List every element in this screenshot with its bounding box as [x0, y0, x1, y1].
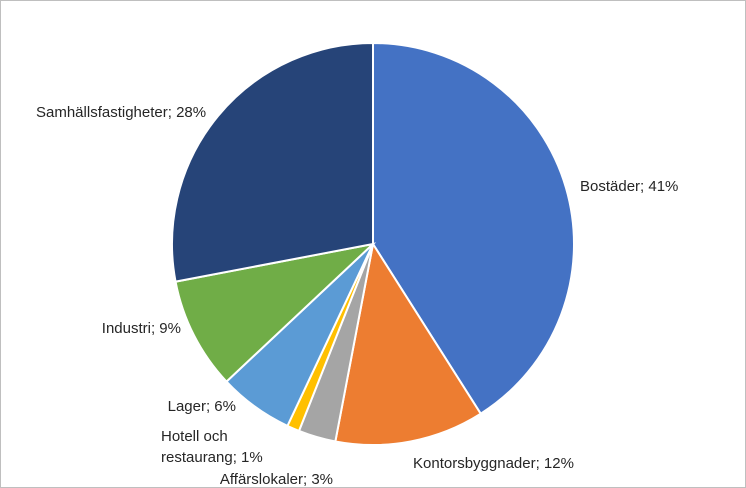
pie-slice-industri [174, 242, 377, 384]
data-label-industri: Industri; 9% [102, 320, 181, 337]
data-label-samh-llsfastigheter: Samhällsfastigheter; 28% [36, 104, 206, 121]
pie-slice-kontorsbyggnader [334, 241, 483, 446]
data-label-aff-rslokaler: Affärslokaler; 3% [220, 471, 333, 487]
pie-slice-samh-llsfastigheter [171, 41, 374, 283]
pie-slices [171, 41, 575, 446]
pie-slice-bost-der [372, 41, 575, 416]
data-label-hotell-och-restaurang: Hotell och restaurang; 1% [161, 428, 263, 466]
data-label-kontorsbyggnader: Kontorsbyggnader; 12% [413, 455, 574, 472]
pie-labels: Bostäder; 41% Kontorsbyggnader; 12% Affärs… [36, 104, 678, 487]
data-label-bost-der: Bostäder; 41% [580, 178, 678, 195]
data-label-lager: Lager; 6% [168, 398, 236, 415]
